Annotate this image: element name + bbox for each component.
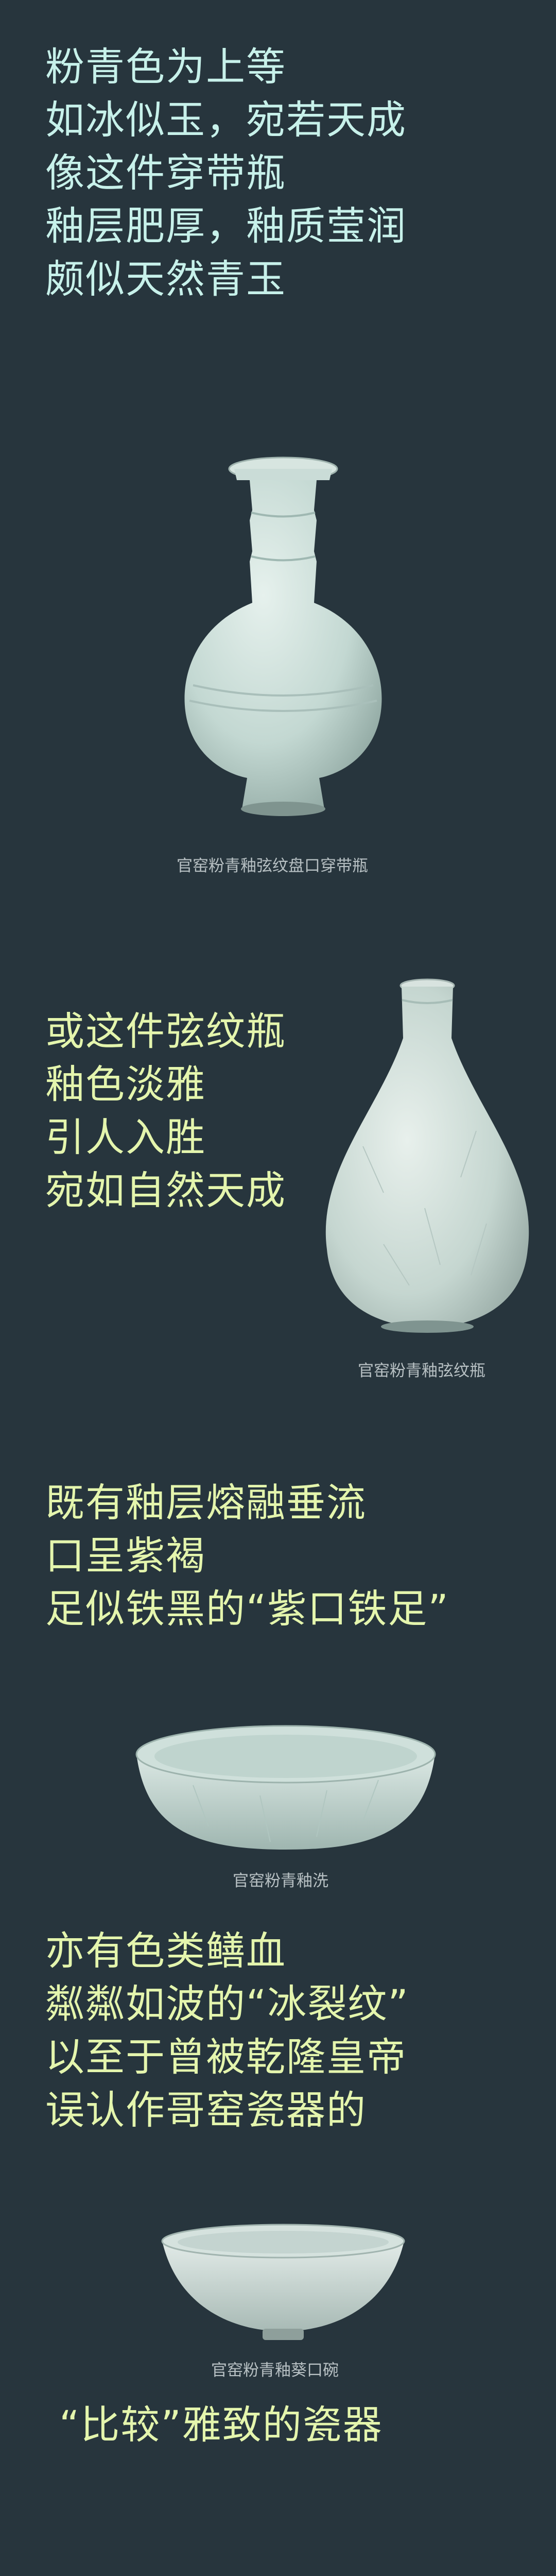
text-line: 如冰似玉，宛若天成 — [45, 97, 407, 143]
purple-mouth-paragraph: 既有釉层熔融垂流 口呈紫褐 足似铁黑的“紫口铁足” — [45, 1476, 449, 1635]
ice-crackle-paragraph: 亦有色类鳝血 粼粼如波的“冰裂纹” 以至于曾被乾隆皇帝 误认作哥窑瓷器的 — [45, 1924, 409, 2137]
washer-bowl-image — [135, 1725, 436, 1850]
text-line: 粼粼如波的“冰裂纹” — [45, 1981, 409, 2027]
text-line: 亦有色类鳝血 — [45, 1928, 286, 1974]
text-line: 像这件穿带瓶 — [45, 150, 286, 196]
text-line: 口呈紫褐 — [45, 1533, 206, 1579]
text-line: 釉层肥厚，釉质莹润 — [45, 203, 407, 249]
text-line: 足似铁黑的“紫口铁足” — [45, 1586, 449, 1632]
image-caption: 官窑粉青釉弦纹瓶 — [358, 1362, 485, 1380]
image-caption: 官窑粉青釉葵口碗 — [211, 2361, 339, 2380]
text-line: 或这件弦纹瓶 — [45, 1008, 286, 1054]
text-line: 颇似天然青玉 — [45, 256, 286, 302]
mallow-rim-bowl-image — [161, 2224, 405, 2340]
text-line: 釉色淡雅 — [45, 1061, 206, 1107]
text-line: 宛如自然天成 — [45, 1167, 286, 1213]
text-line: 引人入胜 — [45, 1114, 206, 1160]
image-caption: 官窑粉青釉弦纹盘口穿带瓶 — [177, 857, 368, 875]
vase-bow-string-image — [325, 978, 529, 1333]
intro-paragraph: 粉青色为上等 如冰似玉，宛若天成 像这件穿带瓶 釉层肥厚，釉质莹润 颇似天然青玉 — [45, 40, 407, 306]
text-line: 粉青色为上等 — [45, 44, 286, 90]
bow-string-vase-paragraph: 或这件弦纹瓶 釉色淡雅 引人入胜 宛如自然天成 — [45, 1005, 286, 1217]
text-line: “比较”雅致的瓷器 — [59, 2402, 383, 2448]
text-line: 既有釉层熔融垂流 — [45, 1480, 367, 1526]
text-line: 误认作哥窑瓷器的 — [45, 2087, 367, 2133]
vase-dish-mouth-image — [184, 456, 382, 816]
closing-paragraph: “比较”雅致的瓷器 — [59, 2398, 383, 2451]
image-caption: 官窑粉青釉洗 — [233, 1872, 328, 1890]
text-line: 以至于曾被乾隆皇帝 — [45, 2034, 407, 2080]
